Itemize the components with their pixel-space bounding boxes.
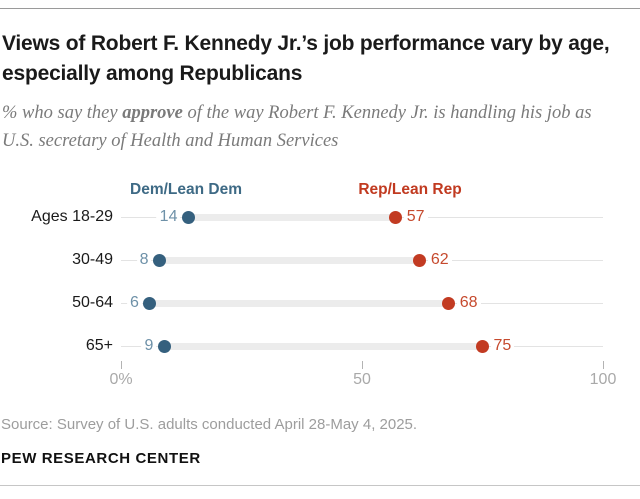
x-axis-tick-label: 0% [109,371,133,388]
bottom-divider [0,485,640,486]
connector-band [149,299,449,307]
subtitle-prefix: % who say they [2,103,123,123]
subtitle-emphasis: approve [122,103,183,123]
rep-dot [442,296,456,310]
chart-row: 50-64 6 68 [0,295,640,311]
rep-value-label: 75 [490,338,515,354]
rep-dot [413,253,427,267]
dem-value-label: 6 [127,295,142,311]
dem-value-label: 8 [136,252,152,268]
top-divider [0,8,640,9]
chart-subtitle: % who say they approve of the way Robert… [2,100,622,155]
category-label: 30-49 [72,251,113,268]
chart-row: 65+ 9 75 [0,338,640,354]
page-title: Views of Robert F. Kennedy Jr.’s job per… [2,32,610,85]
dem-dot [143,296,157,310]
rep-dot [476,339,489,353]
legend-rep: Rep/Lean Rep [358,181,462,198]
category-label: Ages 18-29 [31,208,113,225]
brand-label: PEW RESEARCH CENTER [1,450,201,467]
x-axis-tick-label: 50 [353,371,371,388]
chart-row: 30-49 8 62 [0,252,640,268]
rep-value-label: 68 [456,295,481,311]
dem-value-label: 9 [141,338,157,354]
source-note: Source: Survey of U.S. adults conducted … [1,416,418,433]
rep-value-label: 62 [427,252,452,268]
dem-value-label: 14 [156,209,181,225]
connector-band [164,342,483,350]
connector-band [159,256,420,264]
category-label: 50-64 [72,294,113,311]
x-axis-tick-label: 100 [589,371,617,388]
rep-value-label: 57 [403,209,428,225]
dem-dot [181,210,195,224]
dem-dot [157,339,171,353]
x-axis-tick [121,361,122,369]
category-label: 65+ [85,337,113,354]
x-axis-tick [603,361,604,369]
legend-dem: Dem/Lean Dem [130,181,242,198]
dem-dot [153,253,167,267]
subtitle-suffix: of the way Robert F. Kennedy Jr. is hand… [2,103,592,151]
rep-dot [389,210,403,224]
x-axis-tick [362,361,363,369]
connector-band [188,213,396,221]
chart-row: Ages 18-29 14 57 [0,209,640,225]
